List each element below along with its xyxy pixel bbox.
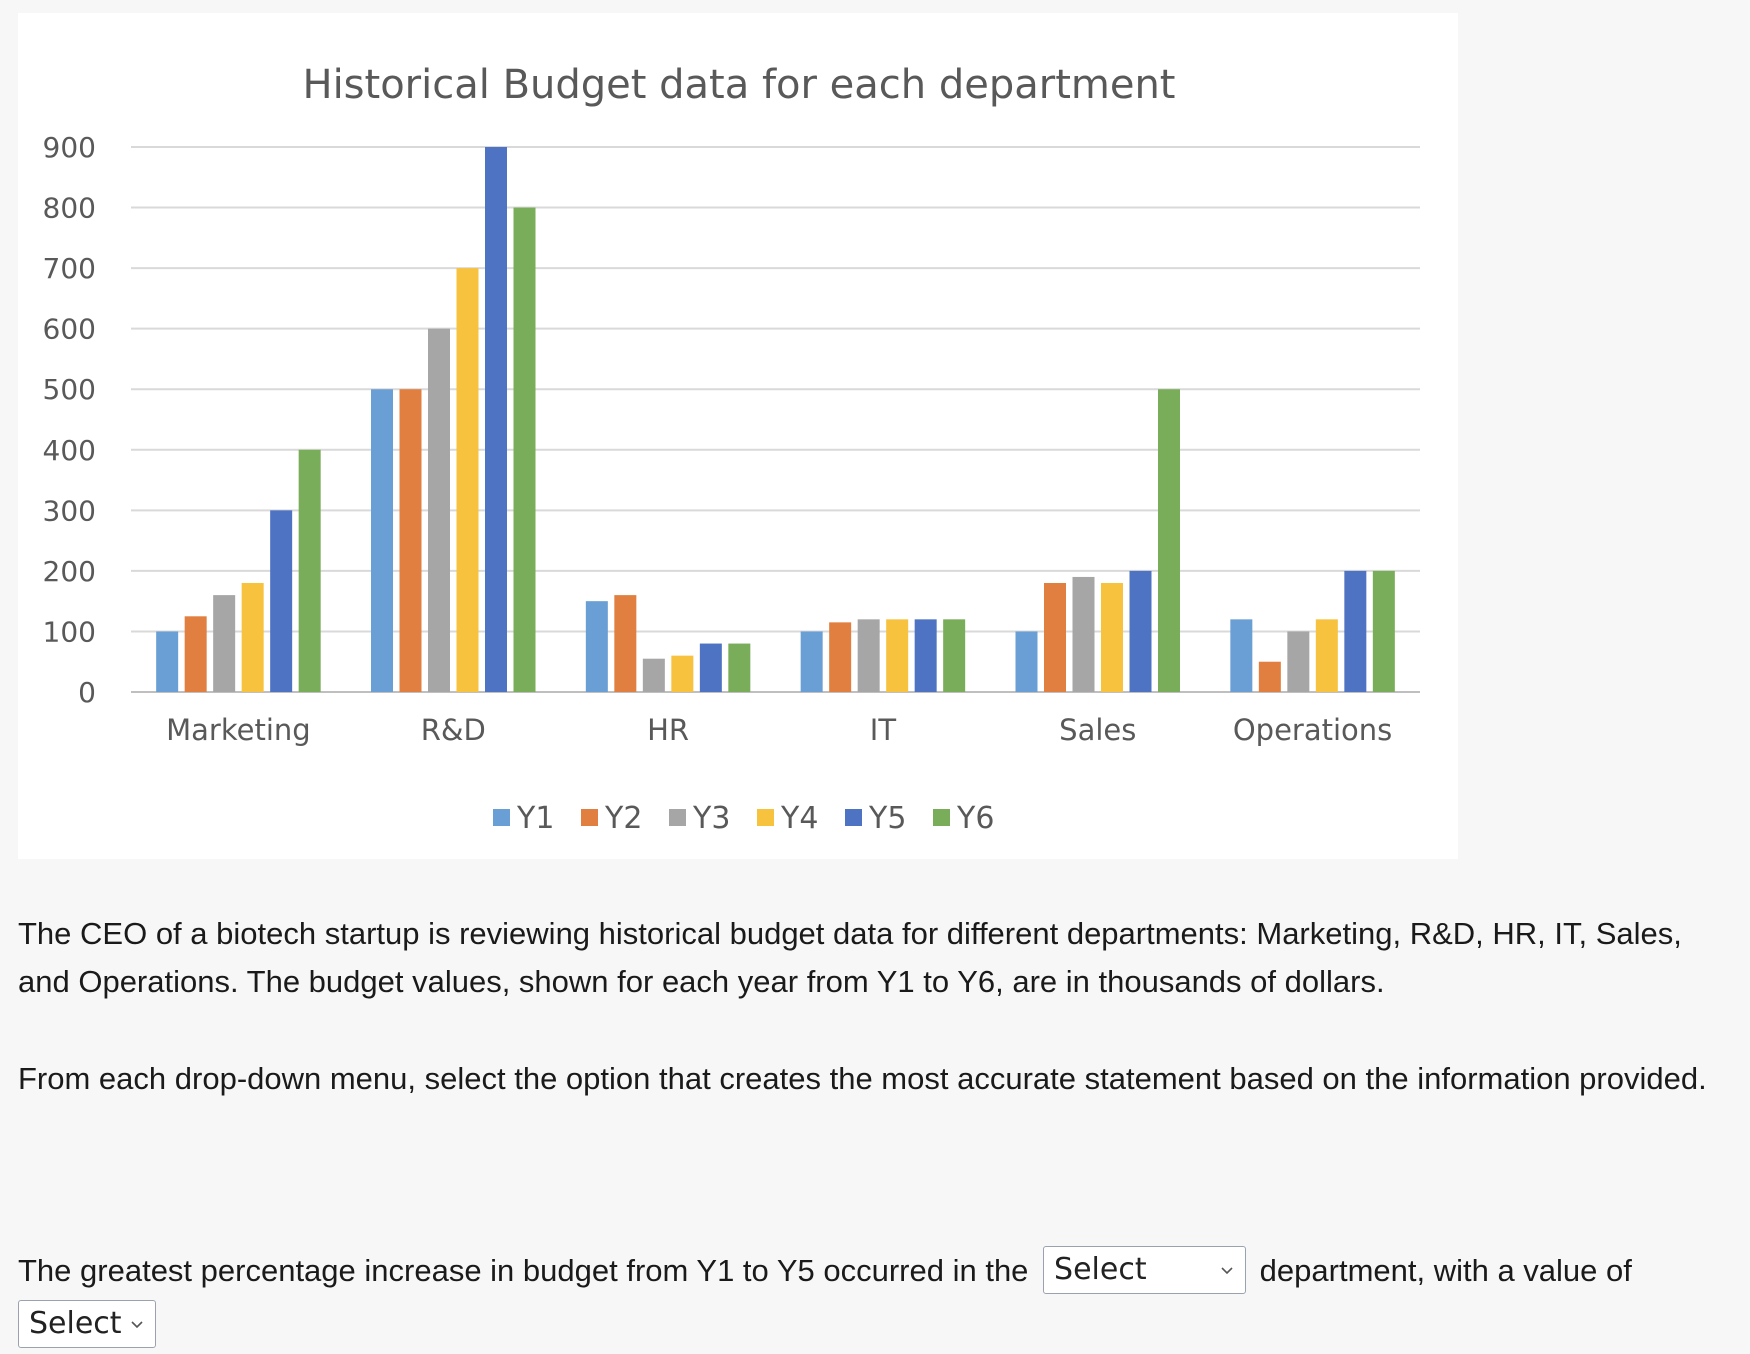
question-text-before: The greatest percentage increase in budg…: [18, 1253, 1029, 1288]
y-tick-label: 600: [43, 313, 96, 346]
department-dropdown-value: Select: [1054, 1251, 1147, 1287]
bar-y6-it: [943, 619, 966, 692]
chart-card: Historical Budget data for each departme…: [18, 13, 1458, 859]
value-dropdown-value: Select: [29, 1305, 122, 1341]
x-category-label: R&D: [421, 713, 486, 747]
question-statement: The greatest percentage increase in budg…: [18, 1245, 1738, 1351]
y-tick-label: 900: [43, 131, 96, 164]
bar-y2-operations: [1258, 661, 1281, 692]
bar-y4-marketing: [241, 583, 264, 692]
bar-y1-marketing: [156, 631, 179, 692]
bar-y1-it: [800, 631, 823, 692]
legend-swatch-y6: [933, 809, 950, 826]
chevron-down-icon: [1221, 1267, 1233, 1274]
bar-y3-sales: [1072, 576, 1095, 692]
bar-y2-sales: [1044, 583, 1066, 692]
bar-y6-sales: [1158, 389, 1180, 692]
y-tick-label: 100: [43, 615, 96, 648]
bar-y6-operations: [1372, 570, 1395, 692]
bar-y1-rd: [371, 389, 393, 692]
bar-y1-operations: [1230, 619, 1253, 692]
bar-y2-marketing: [184, 616, 207, 692]
bar-y4-sales: [1101, 583, 1123, 692]
y-tick-label: 300: [43, 494, 96, 527]
legend-swatch-y3: [669, 809, 686, 826]
legend-swatch-y5: [845, 809, 862, 826]
y-tick-label: 800: [43, 192, 96, 225]
bar-y5-it: [914, 619, 937, 692]
bar-y6-marketing: [298, 449, 321, 692]
bar-y2-rd: [399, 389, 422, 692]
budget-bar-chart: Historical Budget data for each departme…: [43, 62, 1420, 836]
context-paragraph: The CEO of a biotech startup is reviewin…: [18, 916, 1682, 999]
y-tick-label: 700: [43, 252, 96, 285]
bar-y5-operations: [1344, 570, 1367, 692]
x-category-label: Operations: [1233, 713, 1392, 747]
bar-y1-hr: [585, 601, 608, 692]
legend-swatch-y1: [493, 809, 510, 826]
bar-y5-marketing: [270, 510, 293, 692]
legend-swatch-y2: [581, 809, 598, 826]
bar-y5-rd: [485, 147, 507, 692]
legend-label: Y4: [780, 801, 818, 836]
bar-y3-operations: [1287, 631, 1310, 692]
legend-label: Y2: [604, 801, 642, 836]
legend-swatch-y4: [757, 809, 774, 826]
x-category-label: IT: [870, 713, 897, 747]
y-tick-label: 200: [43, 555, 96, 588]
legend-label: Y1: [516, 801, 554, 836]
bar-y3-marketing: [213, 595, 236, 692]
bar-y3-rd: [428, 328, 450, 692]
bar-y5-hr: [699, 643, 722, 692]
bar-y3-it: [857, 619, 880, 692]
legend-label: Y5: [868, 801, 906, 836]
x-category-label: HR: [647, 713, 689, 747]
legend-label: Y3: [692, 801, 730, 836]
x-category-label: Sales: [1059, 713, 1136, 747]
value-dropdown[interactable]: Select: [18, 1299, 156, 1348]
chevron-down-icon: [131, 1321, 143, 1328]
y-tick-label: 500: [43, 373, 96, 406]
bar-y2-it: [829, 622, 852, 692]
instruction-paragraph: From each drop-down menu, select the opt…: [18, 1061, 1707, 1096]
y-tick-label: 400: [43, 434, 96, 467]
y-tick-label: 0: [78, 676, 96, 709]
bar-y4-rd: [456, 268, 479, 692]
bar-y4-operations: [1315, 619, 1338, 692]
bar-y2-hr: [614, 595, 637, 692]
chart-title: Historical Budget data for each departme…: [302, 62, 1175, 108]
department-dropdown[interactable]: Select: [1043, 1245, 1247, 1294]
bar-y5-sales: [1129, 570, 1152, 692]
bar-y6-hr: [728, 643, 751, 692]
bar-y3-hr: [642, 658, 665, 692]
bar-y1-sales: [1015, 631, 1038, 692]
x-category-label: Marketing: [166, 713, 311, 747]
bar-y4-it: [886, 619, 909, 692]
bar-y6-rd: [513, 207, 536, 693]
bar-y4-hr: [671, 655, 694, 692]
question-text-middle: department, with a value of: [1259, 1253, 1632, 1288]
legend-label: Y6: [956, 801, 994, 836]
